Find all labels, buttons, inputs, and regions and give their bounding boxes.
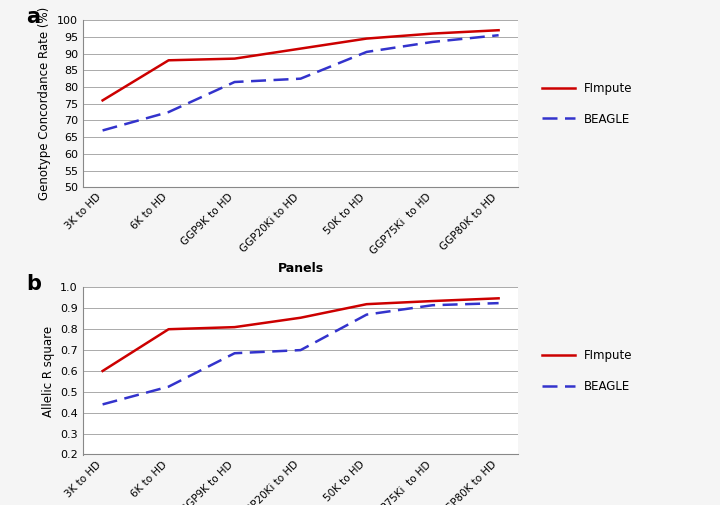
FImpute: [164, 57, 173, 63]
Line: BEAGLE: BEAGLE: [102, 303, 498, 405]
BEAGLE: [230, 79, 239, 85]
FImpute: [362, 35, 371, 41]
Legend: FImpute, BEAGLE: FImpute, BEAGLE: [541, 349, 633, 393]
Text: b: b: [26, 274, 41, 294]
FImpute: [164, 326, 173, 332]
FImpute: [297, 45, 305, 52]
BEAGLE: [428, 39, 437, 45]
Line: FImpute: FImpute: [102, 30, 498, 100]
BEAGLE: [164, 384, 173, 390]
BEAGLE: [362, 49, 371, 55]
Y-axis label: Allelic R square: Allelic R square: [42, 325, 55, 417]
BEAGLE: [362, 312, 371, 318]
Line: FImpute: FImpute: [102, 298, 498, 371]
BEAGLE: [494, 32, 503, 38]
BEAGLE: [230, 350, 239, 356]
Line: BEAGLE: BEAGLE: [102, 35, 498, 130]
FImpute: [428, 30, 437, 36]
FImpute: [428, 298, 437, 304]
BEAGLE: [98, 127, 107, 133]
BEAGLE: [428, 302, 437, 308]
FImpute: [230, 324, 239, 330]
FImpute: [230, 56, 239, 62]
FImpute: [297, 315, 305, 321]
FImpute: [98, 97, 107, 104]
FImpute: [494, 27, 503, 33]
Text: a: a: [26, 7, 40, 27]
FImpute: [494, 295, 503, 301]
Legend: FImpute, BEAGLE: FImpute, BEAGLE: [541, 82, 633, 126]
X-axis label: Panels: Panels: [277, 263, 324, 275]
FImpute: [362, 301, 371, 307]
BEAGLE: [297, 347, 305, 353]
Y-axis label: Genotype Concordance Rate (%): Genotype Concordance Rate (%): [38, 7, 51, 200]
FImpute: [98, 368, 107, 374]
BEAGLE: [494, 300, 503, 306]
BEAGLE: [98, 401, 107, 408]
BEAGLE: [164, 109, 173, 115]
BEAGLE: [297, 76, 305, 82]
